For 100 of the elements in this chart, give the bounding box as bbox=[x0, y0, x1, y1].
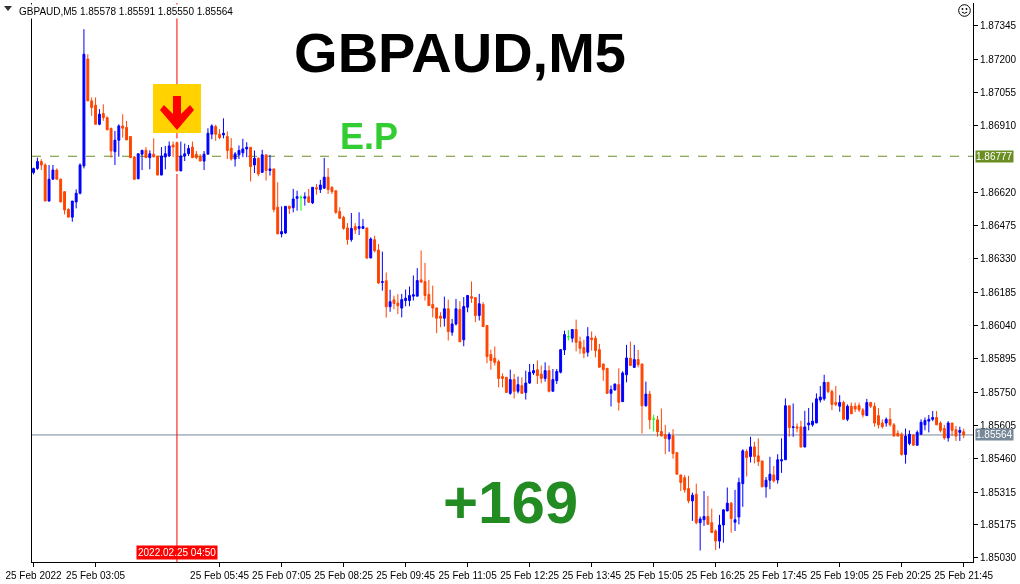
y-tick-label: 1.87200 bbox=[980, 53, 1017, 65]
candlestick bbox=[849, 402, 853, 415]
candlestick bbox=[160, 146, 163, 176]
x-tick-label: 25 Feb 15:05 bbox=[624, 570, 684, 581]
candlestick bbox=[218, 128, 222, 140]
candlestick bbox=[388, 289, 392, 313]
candlestick bbox=[942, 424, 946, 441]
candlestick bbox=[547, 365, 551, 393]
candlestick bbox=[648, 390, 652, 430]
candlestick bbox=[380, 251, 384, 292]
candlestick bbox=[175, 141, 179, 172]
candlestick bbox=[694, 483, 698, 525]
candlestick bbox=[842, 400, 845, 420]
y-tick-label: 1.85895 bbox=[980, 353, 1017, 365]
candlestick bbox=[504, 376, 508, 393]
candlestick bbox=[315, 183, 318, 196]
candlestick bbox=[121, 113, 125, 139]
chart-title: GBPAUD,M5 bbox=[294, 20, 626, 84]
candlestick bbox=[144, 146, 148, 159]
candlestick bbox=[958, 426, 962, 442]
candlestick bbox=[349, 212, 353, 243]
candlestick bbox=[369, 236, 373, 259]
candlestick bbox=[353, 222, 357, 235]
candlestick bbox=[520, 376, 524, 394]
candlestick bbox=[904, 428, 908, 465]
candlestick bbox=[35, 157, 39, 171]
candlestick bbox=[539, 365, 543, 384]
candlestick bbox=[392, 295, 396, 310]
x-tick-label: 25 Feb 12:25 bbox=[500, 570, 560, 581]
candlestick bbox=[690, 492, 694, 522]
y-tick-label: 1.85605 bbox=[980, 420, 1017, 432]
x-tick-label: 25 Feb 13:45 bbox=[562, 570, 622, 581]
candlestick bbox=[357, 211, 361, 236]
candlestick bbox=[326, 167, 330, 195]
x-tick-label: 25 Feb 07:05 bbox=[252, 570, 312, 581]
y-tick-label: 1.85750 bbox=[980, 386, 1017, 398]
candlestick bbox=[923, 416, 927, 431]
candlestick bbox=[535, 360, 539, 385]
candlestick bbox=[136, 153, 140, 180]
candlestick bbox=[148, 149, 152, 170]
candlestick bbox=[628, 341, 632, 367]
candlestick bbox=[256, 156, 260, 177]
candlestick bbox=[652, 414, 656, 432]
candlestick bbox=[179, 141, 183, 172]
candlestick bbox=[512, 373, 516, 399]
candlestick bbox=[225, 130, 229, 160]
y-tick-label: 1.85460 bbox=[980, 453, 1017, 465]
candlestick bbox=[311, 186, 315, 205]
candlestick bbox=[729, 501, 733, 534]
candlestick bbox=[609, 385, 613, 407]
x-tick-label: 25 Feb 17:45 bbox=[748, 570, 808, 581]
candlestick bbox=[284, 205, 287, 235]
candlestick bbox=[287, 205, 291, 215]
candlestick bbox=[307, 188, 311, 204]
candlestick bbox=[946, 420, 950, 443]
candlestick bbox=[291, 188, 295, 213]
candlestick bbox=[94, 96, 98, 125]
candlestick bbox=[198, 153, 202, 162]
candlestick bbox=[803, 410, 807, 449]
candlestick bbox=[787, 405, 791, 438]
candlestick bbox=[745, 448, 749, 478]
annotation: E.P bbox=[340, 116, 399, 157]
candlestick bbox=[334, 190, 338, 215]
candlestick bbox=[617, 367, 621, 412]
candlestick bbox=[586, 326, 590, 358]
chart-subtitle: GBPAUD,M5 1.85578 1.85591 1.85550 1.85564 bbox=[19, 6, 234, 17]
candlestick bbox=[772, 465, 776, 483]
y-tick-label: 1.85030 bbox=[980, 552, 1017, 564]
candlestick bbox=[632, 344, 636, 368]
y-tick-label: 1.86185 bbox=[980, 286, 1017, 298]
candlestick bbox=[384, 272, 388, 319]
x-tick-label: 25 Feb 05:45 bbox=[190, 570, 250, 581]
x-tick-label: 25 Feb 21:45 bbox=[934, 570, 994, 581]
candlestick bbox=[187, 144, 191, 157]
x-tick-label: 25 Feb 03:05 bbox=[66, 570, 126, 581]
candlestick bbox=[605, 367, 609, 395]
candlestick bbox=[458, 300, 462, 343]
y-tick-label: 1.86330 bbox=[980, 253, 1017, 265]
candlestick bbox=[43, 162, 47, 202]
ref-line-label: 2022.02.25 04:50 bbox=[138, 547, 217, 558]
x-tick-label: 25 Feb 16:25 bbox=[686, 570, 746, 581]
candlestick bbox=[853, 402, 857, 413]
candlestick bbox=[365, 227, 369, 260]
y-tick-label: 1.87345 bbox=[980, 20, 1017, 32]
candlestick bbox=[295, 190, 299, 212]
candlestick bbox=[442, 296, 446, 327]
y-tick-label: 1.86040 bbox=[980, 320, 1017, 332]
candlestick bbox=[582, 339, 586, 359]
candlestick bbox=[415, 267, 419, 297]
y-tick-label: 1.86910 bbox=[980, 120, 1017, 132]
candlestick bbox=[446, 299, 450, 342]
x-tick-label: 25 Feb 09:45 bbox=[376, 570, 436, 581]
candlestick bbox=[857, 402, 861, 413]
candlestick bbox=[799, 420, 803, 449]
candlestick bbox=[873, 402, 877, 428]
x-tick-label: 25 Feb 11:05 bbox=[438, 570, 498, 581]
candlestick bbox=[644, 381, 648, 408]
y-tick-label: 1.86475 bbox=[980, 220, 1017, 232]
candlestick bbox=[845, 403, 849, 422]
x-tick-label: 25 Feb 19:05 bbox=[810, 570, 870, 581]
